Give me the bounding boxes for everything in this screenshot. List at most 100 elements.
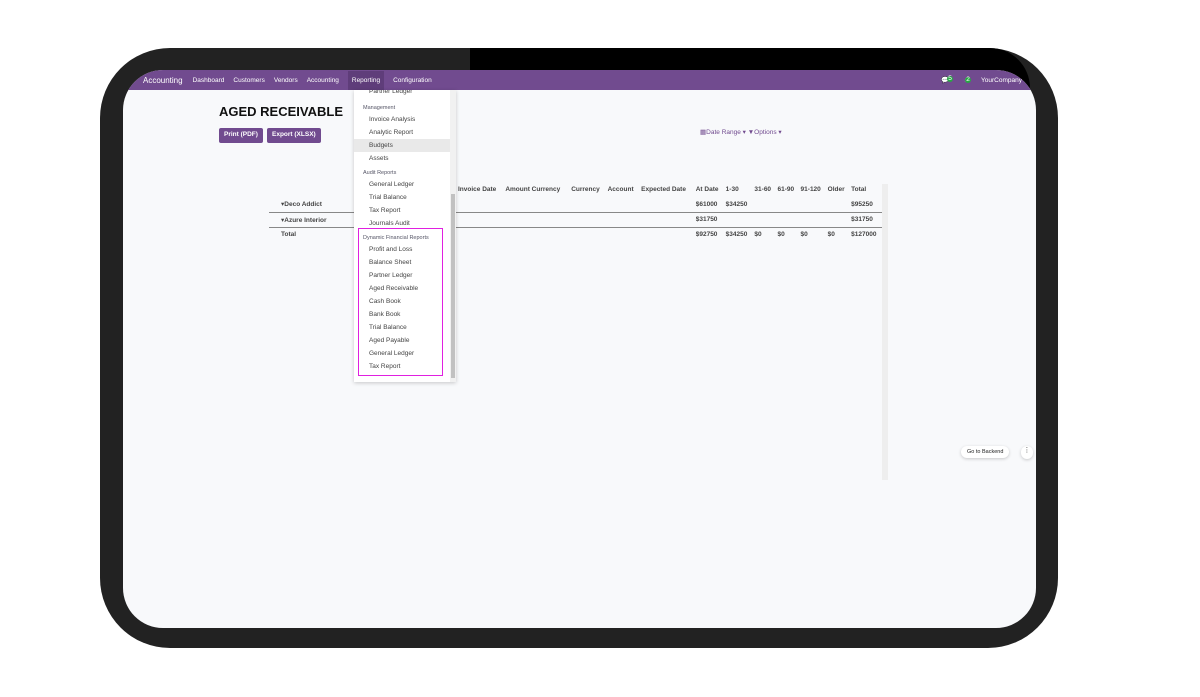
menu-item[interactable]: Assets — [369, 155, 389, 162]
cell: $0 — [800, 231, 808, 239]
nav-configuration[interactable]: Configuration — [393, 76, 432, 84]
cell — [639, 212, 694, 228]
cell — [825, 197, 850, 213]
cell — [605, 197, 640, 213]
menu-item[interactable]: Profit and Loss — [369, 246, 413, 253]
export-xlsx-button[interactable]: Export (XLSX) — [267, 128, 321, 143]
menu-item[interactable]: Bank Book — [369, 311, 401, 318]
menu-item[interactable]: Analytic Report — [369, 129, 414, 136]
cell: $31750 — [693, 212, 724, 228]
nav-vendors[interactable]: Vendors — [273, 76, 298, 84]
menu-item[interactable]: Tax Report — [369, 363, 401, 370]
menu-item[interactable]: Tax Report — [369, 207, 401, 214]
cell — [569, 212, 606, 228]
col-invoice-date: Invoice Date — [458, 186, 497, 193]
messages-button[interactable]: 💬5 — [941, 75, 954, 84]
cell: $0 — [827, 231, 835, 239]
menu-section-header: Dynamic Financial Reports — [363, 235, 429, 241]
partner-toggle[interactable]: ▾Deco Addict — [269, 197, 349, 213]
menu-item[interactable]: General Ledger — [369, 350, 415, 357]
cell — [605, 212, 640, 228]
menu-item[interactable]: Partner Ledger — [369, 272, 413, 279]
table-row: ▾Deco Addict $61000 $34250 $95250 — [269, 197, 882, 213]
cell — [752, 212, 776, 228]
chat-icon: 💬 — [941, 77, 950, 84]
col-expected-date: Expected Date — [641, 186, 686, 193]
menu-section-header: Management — [363, 105, 396, 111]
nav-accounting[interactable]: Accounting — [306, 76, 339, 84]
cell: $0 — [754, 231, 762, 239]
partner-toggle[interactable]: ▾Azure Interior — [269, 212, 349, 228]
date-range-dropdown[interactable]: Date Range — [706, 129, 741, 136]
menu-item[interactable]: Balance Sheet — [369, 259, 412, 266]
screen: Accounting Dashboard Customers Vendors A… — [123, 70, 1036, 628]
cell — [775, 197, 799, 213]
menu-item[interactable]: Aged Receivable — [369, 285, 419, 292]
menu-item[interactable]: Invoice Analysis — [369, 116, 416, 123]
activities-button[interactable]: ◔2 — [963, 75, 972, 84]
activities-badge: 2 — [965, 75, 972, 83]
cell: $34250 — [725, 231, 748, 239]
menu-item[interactable]: Trial Balance — [369, 324, 407, 331]
menu-item[interactable]: General Ledger — [369, 181, 415, 188]
menu-section-header: Audit Reports — [363, 170, 397, 176]
filters-bar: ▦Date Range ▾ ▼Options ▾ — [700, 129, 782, 136]
table-scrollbar[interactable] — [882, 184, 888, 480]
print-pdf-button[interactable]: Print (PDF) — [219, 128, 263, 143]
cell — [798, 212, 826, 228]
cell — [723, 212, 753, 228]
app-brand[interactable]: Accounting — [143, 75, 183, 85]
nav-customers[interactable]: Customers — [233, 76, 265, 84]
col-at-date: At Date — [695, 186, 719, 193]
highlight-box — [358, 228, 443, 376]
page-title: AGED RECEIVABLE — [219, 104, 343, 119]
cell: $31750 — [849, 212, 882, 228]
cell: $92750 — [695, 231, 718, 239]
menu-item[interactable]: Aged Payable — [369, 337, 410, 344]
filter-icon: ▼ — [747, 129, 755, 136]
col-account: Account — [607, 186, 634, 193]
menu-item[interactable]: Cash Book — [369, 298, 401, 305]
messages-badge: 5 — [947, 75, 954, 82]
cell — [569, 197, 606, 213]
menu-scrollbar[interactable] — [450, 90, 456, 382]
total-label: Total — [281, 231, 297, 239]
menu-item[interactable]: Budgets — [354, 139, 456, 152]
options-dropdown[interactable]: Options — [754, 129, 777, 136]
cell — [503, 227, 569, 242]
menu-scrollbar-thumb[interactable] — [451, 194, 455, 378]
go-to-backend-button[interactable]: Go to Backend — [961, 446, 1010, 458]
table-row: Total $92750 $34250 $0 $0 $0 $0 $127000 — [269, 227, 882, 242]
col-older: Older — [827, 186, 845, 193]
cell — [752, 197, 776, 213]
col-currency: Currency — [571, 186, 600, 193]
table-header: Invoice Date Amount Currency Currency Ac… — [269, 182, 882, 197]
more-options-icon[interactable]: ⋮ — [1021, 446, 1033, 459]
nav-dashboard[interactable]: Dashboard — [192, 76, 225, 84]
cell — [639, 197, 694, 213]
nav-reporting[interactable]: Reporting — [347, 70, 385, 90]
reporting-dropdown-menu: Partner Ledger Management Invoice Analysi… — [354, 90, 456, 382]
partner-name: Deco Addict — [284, 201, 322, 209]
cell — [775, 212, 799, 228]
top-navbar: Accounting Dashboard Customers Vendors A… — [123, 70, 1036, 90]
col-61-90: 61-90 — [777, 186, 795, 193]
cell — [798, 197, 826, 213]
col-31-60: 31-60 — [754, 186, 772, 193]
cell — [456, 212, 504, 228]
menu-item[interactable]: Journals Audit — [369, 220, 410, 227]
cell — [606, 227, 640, 242]
cell — [639, 227, 694, 242]
cell: $34250 — [723, 197, 753, 213]
menu-item-partner-ledger-cut[interactable]: Partner Ledger — [369, 90, 413, 95]
cell: $61000 — [693, 197, 724, 213]
company-switcher[interactable]: YourCompany — [981, 76, 1022, 84]
col-total: Total — [851, 186, 867, 193]
cell: $127000 — [851, 231, 877, 239]
cell: $0 — [777, 231, 785, 239]
calendar-icon: ▦ — [700, 129, 707, 136]
cell — [456, 227, 503, 242]
col-1-30: 1-30 — [725, 186, 739, 193]
menu-item[interactable]: Trial Balance — [369, 194, 407, 201]
cell: $95250 — [849, 197, 882, 213]
